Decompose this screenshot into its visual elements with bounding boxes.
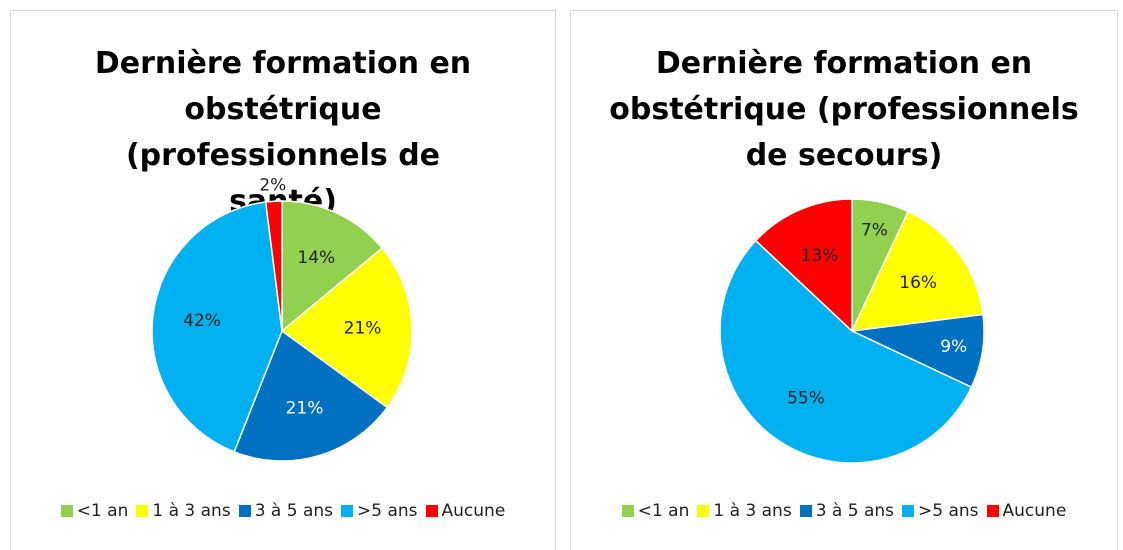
- legend-swatch: [238, 505, 251, 517]
- legend-item: Aucune: [425, 501, 506, 521]
- pie: 7% 16% 9% 55% 13%: [719, 198, 985, 464]
- legend-swatch: [902, 505, 914, 517]
- legend-label: 3 à 5 ans: [254, 501, 333, 521]
- legend-item: 1 à 3 ans: [697, 501, 792, 521]
- legend-item: <1 an: [60, 501, 129, 521]
- legend-item: <1 an: [621, 501, 690, 521]
- chart-panel: Dernière formation en obstétrique (profe…: [10, 10, 556, 550]
- legend-label: 3 à 5 ans: [815, 501, 894, 521]
- legend-swatch: [60, 505, 73, 517]
- pie-slice: [151, 201, 283, 453]
- legend-swatch: [341, 505, 353, 517]
- legend-item: 3 à 5 ans: [238, 501, 333, 521]
- pie-slice: [850, 210, 984, 332]
- legend-label: <1 an: [637, 501, 690, 521]
- data-label: 14%: [297, 248, 335, 268]
- legend-label: Aucune: [1002, 501, 1067, 521]
- pie-slice: [233, 329, 389, 462]
- legend-item: >5 ans: [902, 501, 979, 521]
- chart-title: Dernière formation en obstétrique (profe…: [609, 46, 1079, 173]
- legend-label: >5 ans: [357, 501, 418, 521]
- legend-swatch: [425, 505, 438, 517]
- legend-item: Aucune: [986, 501, 1067, 521]
- data-label: 13%: [801, 246, 839, 266]
- data-label: 9%: [940, 337, 967, 357]
- legend: <1 an 1 à 3 ans 3 à 5 ans >5 ans Aucune: [571, 501, 1117, 521]
- pie: 14% 21% 21% 42% 2%: [151, 176, 413, 462]
- legend-swatch: [136, 505, 149, 517]
- pie-slice: [754, 198, 853, 333]
- data-label: 21%: [344, 318, 382, 338]
- pie-slice: [281, 200, 384, 333]
- chart-title: Dernière formation en obstétrique (profe…: [94, 46, 472, 219]
- pie-slice: [719, 239, 973, 464]
- legend-label: 1 à 3 ans: [713, 501, 792, 521]
- legend-label: <1 an: [76, 501, 129, 521]
- pie-slice: [264, 200, 283, 332]
- legend-item: >5 ans: [341, 501, 418, 521]
- data-label: 7%: [861, 221, 888, 241]
- data-label: 21%: [286, 398, 324, 418]
- legend-item: 1 à 3 ans: [136, 501, 231, 521]
- legend-swatch: [986, 505, 999, 517]
- pie-slice: [280, 247, 413, 409]
- legend-item: 3 à 5 ans: [799, 501, 894, 521]
- data-label: 2%: [259, 176, 286, 196]
- legend-label: 1 à 3 ans: [152, 501, 231, 521]
- data-label: 16%: [899, 273, 937, 293]
- legend-label: >5 ans: [918, 501, 979, 521]
- legend-label: Aucune: [441, 501, 506, 521]
- legend: <1 an 1 à 3 ans 3 à 5 ans >5 ans Aucune: [11, 501, 555, 521]
- data-label: 42%: [183, 311, 221, 331]
- legend-swatch: [799, 505, 812, 517]
- chart-panel: Dernière formation en obstétrique (profe…: [570, 10, 1118, 550]
- legend-swatch: [621, 505, 634, 517]
- data-label: 55%: [787, 389, 825, 409]
- legend-swatch: [697, 505, 710, 517]
